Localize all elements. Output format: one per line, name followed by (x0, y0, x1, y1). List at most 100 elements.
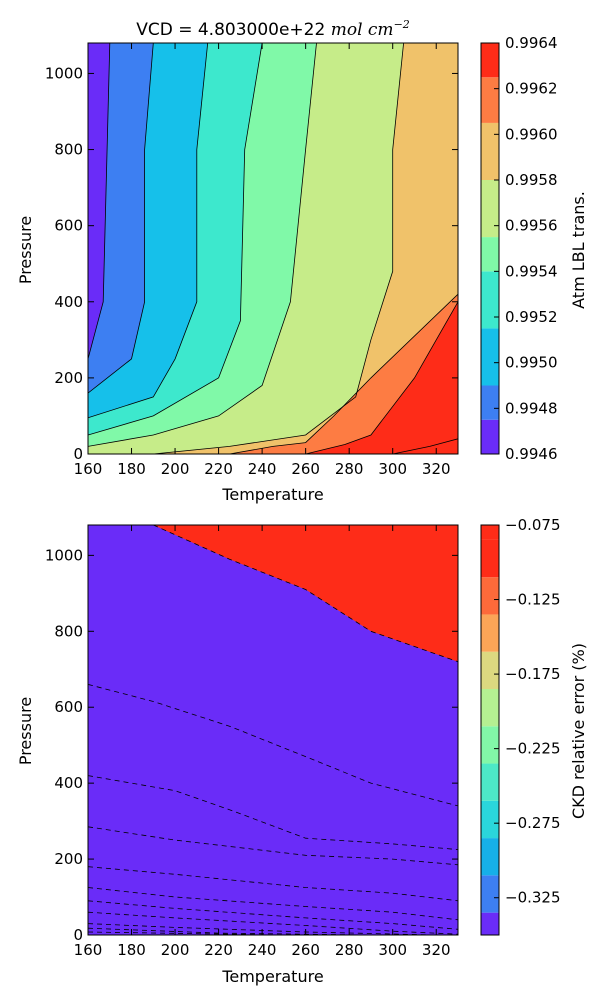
y-tick-label: 400 (54, 774, 83, 792)
x-tick-label: 200 (161, 941, 190, 959)
contour-line (229, 293, 458, 454)
top-y-axis-label: Pressure (16, 216, 35, 284)
colorbar-band (481, 237, 499, 272)
top-chart-title: VCD = 4.803000e+22 mol cm−2 (136, 18, 410, 40)
colorbar-band (481, 419, 499, 454)
x-tick-label: 200 (161, 460, 190, 478)
colorbar-band (481, 180, 499, 238)
y-tick-label: 0 (73, 926, 83, 944)
colorbar-band (481, 525, 499, 540)
y-tick-label: 800 (54, 622, 83, 640)
top-contour-fills (88, 43, 458, 454)
colorbar-frame (480, 42, 500, 455)
top-colorbar: 0.9946 0.9948 0.9950 0.9952 0.9954 0.9956 0.99… (480, 34, 558, 463)
colorbar-band (481, 539, 499, 578)
colorbar-band (481, 912, 499, 935)
colorbar-tick-label: 0.9964 (505, 34, 558, 52)
x-tick-label: 260 (291, 460, 320, 478)
colorbar-tick-label: 0.9948 (505, 399, 558, 417)
colorbar-band (481, 77, 499, 123)
y-tick-label: 0 (73, 445, 83, 463)
bottom-colorbar: −0.325 −0.275 −0.225 −0.175 −0.125 −0.075 (480, 516, 561, 936)
colorbar-band (481, 800, 499, 839)
colorbar-frame (480, 524, 500, 936)
colorbar-band (481, 875, 499, 913)
y-tick-label: 800 (54, 141, 83, 159)
contour-line-dashed (88, 826, 458, 866)
bottom-y-axis-label: Pressure (16, 697, 35, 765)
colorbar-band (481, 651, 499, 689)
colorbar-band (481, 577, 499, 615)
y-tick-label: 600 (54, 217, 83, 235)
top-contour-panel: 160 180 200 220 240 260 280 300 320 0 200 400 600 80… (16, 18, 588, 504)
contour-line-dashed (88, 923, 437, 935)
x-tick-label: 320 (422, 460, 451, 478)
top-x-ticks: 160 180 200 220 240 260 280 300 320 (74, 43, 451, 478)
contour-line-dashed (153, 525, 458, 663)
colorbar-tick-label: 0.9956 (505, 217, 558, 235)
colorbar-tick-label: −0.225 (505, 740, 561, 758)
contour-region (305, 301, 458, 454)
colorbar-tick-label: 0.9960 (505, 125, 558, 143)
contour-line (88, 43, 111, 360)
colorbar-band (481, 328, 499, 386)
bottom-x-axis-label: Temperature (221, 967, 323, 986)
colorbar-tick-label: 0.9950 (505, 354, 558, 372)
colorbar-band (481, 689, 499, 727)
contour-line (88, 43, 317, 447)
x-tick-label: 180 (117, 941, 146, 959)
colorbar-band (481, 838, 499, 876)
x-tick-label: 260 (291, 941, 320, 959)
y-tick-label: 1000 (45, 546, 83, 564)
contour-region (88, 43, 458, 454)
contour-line-dashed (88, 775, 458, 850)
bottom-x-ticks: 160 180 200 220 240 260 280 300 320 (74, 525, 451, 959)
colorbar-tick-label: 0.9958 (505, 171, 558, 189)
colorbar-tick-label: 0.9962 (505, 80, 558, 98)
y-tick-label: 200 (54, 850, 83, 868)
bottom-y-ticks: 0 200 400 600 800 1000 (45, 546, 458, 944)
bottom-contour-panel: 160 180 200 220 240 260 280 300 320 0 200 400 600 80… (16, 516, 588, 986)
colorbar-tick-label: 0.9946 (505, 445, 558, 463)
contour-line-dashed (88, 866, 458, 902)
x-tick-label: 160 (74, 460, 103, 478)
contour-line-dashed (88, 911, 458, 935)
contour-region (392, 438, 458, 454)
contour-line (392, 438, 458, 454)
contour-line (88, 43, 263, 436)
colorbar-band (481, 726, 499, 764)
colorbar-band (481, 122, 499, 180)
x-tick-label: 160 (74, 941, 103, 959)
colorbar-band (481, 763, 499, 801)
colorbar-band (481, 43, 499, 78)
colorbar-tick-label: −0.125 (505, 591, 561, 609)
colorbar-tick-label: −0.075 (505, 516, 561, 534)
colorbar-tick-label: 0.9952 (505, 308, 558, 326)
contour-line-dashed (88, 887, 458, 921)
y-tick-label: 200 (54, 369, 83, 387)
colorbar-tick-label: −0.175 (505, 665, 561, 683)
y-tick-label: 600 (54, 698, 83, 716)
colorbar-tick-label: −0.325 (505, 889, 561, 907)
x-tick-label: 240 (248, 460, 277, 478)
colorbar-band (481, 614, 499, 652)
contour-line (153, 43, 404, 454)
x-tick-label: 280 (335, 941, 364, 959)
contour-line (88, 43, 154, 394)
x-tick-label: 300 (378, 941, 407, 959)
contour-line-dashed (88, 900, 458, 930)
colorbar-band (481, 385, 499, 420)
x-tick-label: 220 (204, 460, 233, 478)
x-tick-label: 280 (335, 460, 364, 478)
top-contour-lines (88, 43, 458, 454)
top-colorbar-label: Atm LBL trans. (569, 191, 588, 309)
bottom-colorbar-label: CKD relative error (%) (569, 643, 588, 819)
x-tick-label: 180 (117, 460, 146, 478)
top-x-axis-label: Temperature (221, 485, 323, 504)
x-tick-label: 300 (378, 460, 407, 478)
contour-region (153, 43, 458, 454)
colorbar-tick-label: 0.9954 (505, 262, 558, 280)
x-tick-label: 220 (204, 941, 233, 959)
top-plot-frame (87, 42, 459, 455)
